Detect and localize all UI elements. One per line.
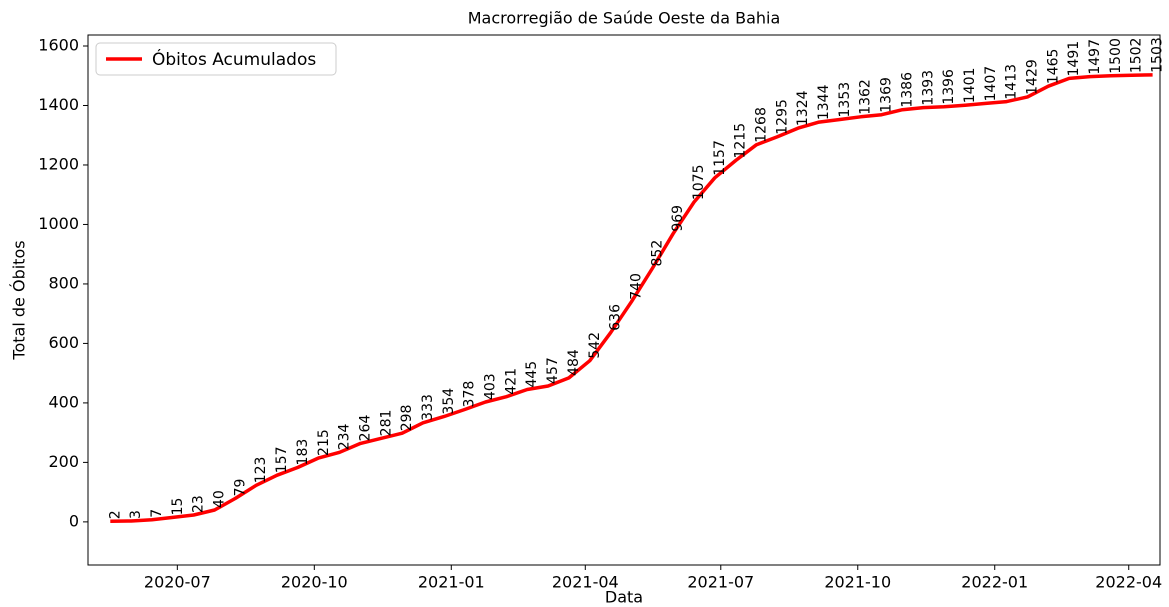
data-label: 1465 <box>1045 49 1061 85</box>
data-label: 1503 <box>1150 37 1166 73</box>
data-label: 215 <box>316 429 332 456</box>
data-label: 1215 <box>733 123 749 159</box>
data-label: 1429 <box>1024 59 1040 95</box>
data-label: 157 <box>274 446 290 473</box>
data-label: 445 <box>524 361 540 388</box>
data-label: 15 <box>170 498 186 516</box>
data-label: 1075 <box>691 165 707 201</box>
data-label: 40 <box>212 490 228 508</box>
x-axis-label: Data <box>605 588 643 607</box>
data-label: 2 <box>107 510 123 519</box>
legend: Óbitos Acumulados <box>95 42 337 76</box>
data-label: 484 <box>566 349 582 376</box>
x-tick-label: 2021-10 <box>824 573 891 592</box>
data-label: 1401 <box>962 68 978 104</box>
y-tick-label: 1200 <box>38 154 79 173</box>
legend-label: Óbitos Acumulados <box>152 48 316 70</box>
data-label: 298 <box>399 405 415 432</box>
x-tick-label: 2021-07 <box>687 573 754 592</box>
data-label: 1413 <box>1004 64 1020 100</box>
y-tick-label: 800 <box>48 273 79 292</box>
y-tick-label: 1000 <box>38 214 79 233</box>
data-label: 1500 <box>1108 38 1124 74</box>
data-label: 1393 <box>920 70 936 106</box>
data-label: 852 <box>649 240 665 267</box>
data-label: 234 <box>337 423 353 450</box>
y-tick-label: 1600 <box>38 36 79 55</box>
data-label: 1157 <box>712 140 728 176</box>
y-tick-label: 0 <box>69 511 79 530</box>
y-tick-label: 1400 <box>38 95 79 114</box>
data-label: 457 <box>545 357 561 384</box>
data-label: 1502 <box>1129 38 1145 74</box>
x-tick-label: 2020-10 <box>281 573 348 592</box>
data-label: 1362 <box>858 79 874 115</box>
x-tick-label: 2021-01 <box>418 573 485 592</box>
data-label: 969 <box>670 205 686 232</box>
data-label: 542 <box>587 332 603 359</box>
data-label: 1324 <box>795 90 811 126</box>
data-label: 1344 <box>816 84 832 120</box>
y-tick-label: 200 <box>48 452 79 471</box>
x-tick-label: 2022-04 <box>1095 573 1162 592</box>
data-label: 421 <box>503 368 519 395</box>
data-label: 740 <box>628 273 644 300</box>
data-label: 1396 <box>941 69 957 105</box>
y-axis-label: Total de Óbitos <box>10 240 29 360</box>
data-label: 1497 <box>1087 39 1103 75</box>
data-label: 1369 <box>879 77 895 113</box>
data-label: 23 <box>191 495 207 513</box>
data-label: 1407 <box>983 66 999 102</box>
data-label: 79 <box>232 479 248 497</box>
y-tick-label: 400 <box>48 392 79 411</box>
data-label: 281 <box>378 410 394 437</box>
data-label: 3 <box>128 510 144 519</box>
data-label: 636 <box>608 304 624 331</box>
data-label: 333 <box>420 394 436 421</box>
data-label: 264 <box>357 415 373 442</box>
x-tick-label: 2022-01 <box>961 573 1028 592</box>
y-tick-label: 600 <box>48 333 79 352</box>
data-label: 1268 <box>754 107 770 143</box>
data-label: 1491 <box>1066 41 1082 77</box>
series-line <box>110 73 1153 524</box>
data-label: 378 <box>462 381 478 408</box>
data-label: 183 <box>295 439 311 466</box>
data-label: 1386 <box>899 72 915 108</box>
data-label: 1295 <box>774 99 790 135</box>
data-label: 123 <box>253 457 269 484</box>
x-tick-label: 2020-07 <box>144 573 211 592</box>
data-label: 403 <box>483 373 499 400</box>
data-label: 354 <box>441 388 457 415</box>
data-label: 7 <box>149 509 165 518</box>
chart-title: Macrorregião de Saúde Oeste da Bahia <box>468 9 781 28</box>
data-label: 1353 <box>837 82 853 118</box>
legend-frame <box>95 42 337 76</box>
plot-frame <box>87 34 1161 566</box>
x-tick-label: 2021-04 <box>552 573 619 592</box>
